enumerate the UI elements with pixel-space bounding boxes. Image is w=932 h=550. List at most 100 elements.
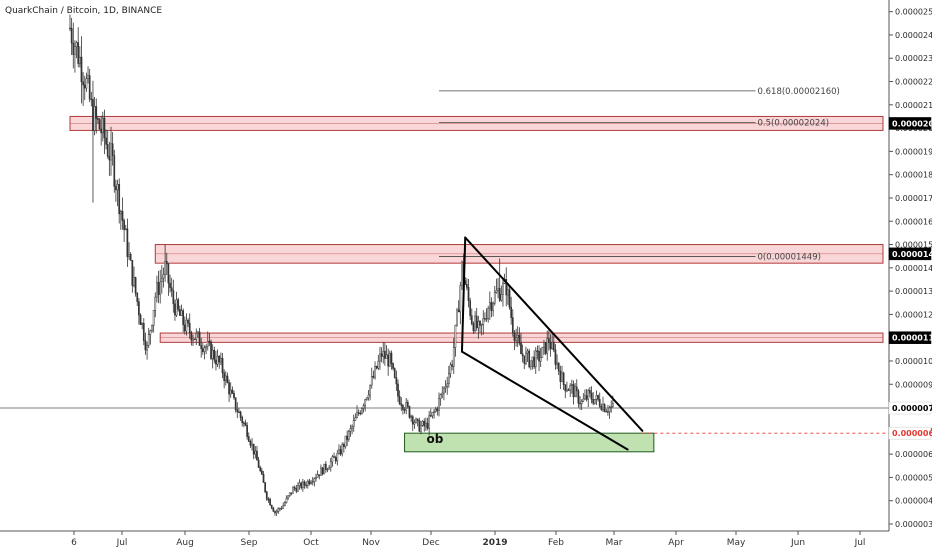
candle-body	[580, 400, 583, 405]
candle-body	[285, 497, 288, 503]
candle-body	[498, 288, 501, 301]
candle-body	[470, 315, 473, 324]
candle-body	[452, 347, 455, 367]
candle-body	[139, 314, 142, 325]
candle-body	[490, 302, 493, 311]
price-tag-text: 0.00001451	[892, 250, 932, 259]
candle-body	[261, 470, 263, 475]
candle-body	[282, 505, 285, 509]
candle-body	[287, 495, 289, 499]
candle-body	[610, 406, 613, 408]
x-axis[interactable]: 6 Jul Aug Sep Oct Nov Dec 2019 Feb Mar Apr May Jun Ju…	[71, 531, 865, 548]
candle-body	[384, 350, 386, 359]
candle-body	[141, 323, 144, 325]
candle-body	[78, 56, 81, 64]
candle-body	[279, 508, 281, 510]
candle-body	[411, 416, 414, 425]
price-tag-text: 0.00002021	[892, 119, 932, 128]
candle-body	[372, 375, 375, 378]
candle-body	[311, 481, 314, 483]
candle-body	[106, 144, 109, 157]
candle-body	[382, 350, 385, 357]
candle-body	[162, 274, 165, 279]
y-tick-label: 0.00001000	[895, 357, 932, 366]
upper-trendline[interactable]	[464, 236, 644, 432]
candle-body	[459, 285, 462, 313]
candle-body	[303, 481, 306, 486]
candle-body	[521, 353, 524, 357]
candle-body	[457, 309, 460, 313]
candle-body	[607, 411, 609, 413]
y-axis[interactable]: 0.00002500 0.00002400 0.00002300 0.00002200…	[889, 8, 932, 529]
candle-body	[361, 408, 363, 414]
candle-body	[98, 119, 101, 130]
y-tick-label: 0.00000300	[895, 520, 932, 529]
candle-body	[88, 75, 91, 100]
order-block-zone[interactable]	[404, 432, 655, 453]
candle-body	[265, 491, 268, 500]
candle-body	[320, 467, 322, 476]
candle-body	[502, 283, 504, 295]
candle-body	[492, 303, 494, 311]
candle-body	[123, 220, 125, 231]
candle-body	[195, 333, 198, 340]
x-tick-label: 6	[71, 538, 77, 548]
candle-body	[146, 344, 148, 351]
candle-body	[551, 341, 554, 350]
candle-body	[546, 338, 549, 354]
candle-body	[484, 318, 486, 320]
candle-body	[272, 507, 275, 512]
candle-body	[118, 184, 121, 215]
candle-body	[249, 441, 252, 446]
candle-body	[574, 386, 576, 398]
candle-body	[229, 389, 232, 395]
candle-body	[182, 310, 185, 326]
candle-body	[416, 418, 419, 421]
candle-body	[290, 492, 293, 494]
candle-body	[418, 420, 421, 432]
candle-body	[257, 459, 260, 468]
candle-body	[369, 384, 371, 396]
candle-body	[323, 463, 326, 475]
candle-body	[185, 319, 188, 332]
candle-body	[515, 337, 517, 341]
candle-body	[239, 411, 242, 418]
candle-body	[172, 290, 175, 305]
candle-body	[165, 261, 168, 265]
candle-body	[356, 412, 358, 418]
candle-body	[352, 420, 355, 427]
candle-body	[254, 450, 257, 455]
candle-body	[533, 356, 535, 368]
candle-body	[283, 502, 286, 506]
candle-body	[461, 261, 463, 286]
candle-body	[402, 405, 404, 410]
candle-body	[611, 403, 614, 407]
candle-body	[395, 377, 398, 385]
candle-body	[572, 384, 575, 398]
candle-body	[598, 399, 601, 407]
candle-body	[152, 310, 155, 326]
candle-body	[585, 395, 588, 400]
y-tick-label: 0.00002500	[895, 8, 932, 17]
price-tag-box	[888, 247, 932, 261]
price-tag-box	[888, 331, 932, 344]
candle-body	[80, 56, 83, 83]
candle-body	[421, 421, 424, 426]
lower-trendline[interactable]	[460, 350, 629, 451]
candle-body	[454, 324, 457, 348]
candle-body	[423, 421, 426, 427]
candle-body	[347, 431, 350, 440]
candle-body	[190, 332, 193, 341]
candle-body	[316, 474, 319, 478]
candle-body	[351, 426, 353, 429]
y-tick-label: 0.00000600	[895, 450, 932, 459]
y-tick-label: 0.00000400	[895, 497, 932, 506]
left-edge-line[interactable]	[460, 236, 467, 353]
candle-body	[518, 334, 521, 344]
candle-body	[370, 375, 373, 386]
candle-body	[297, 485, 299, 492]
candle-body	[167, 263, 170, 284]
candle-body	[482, 318, 485, 325]
candle-body	[288, 492, 291, 496]
